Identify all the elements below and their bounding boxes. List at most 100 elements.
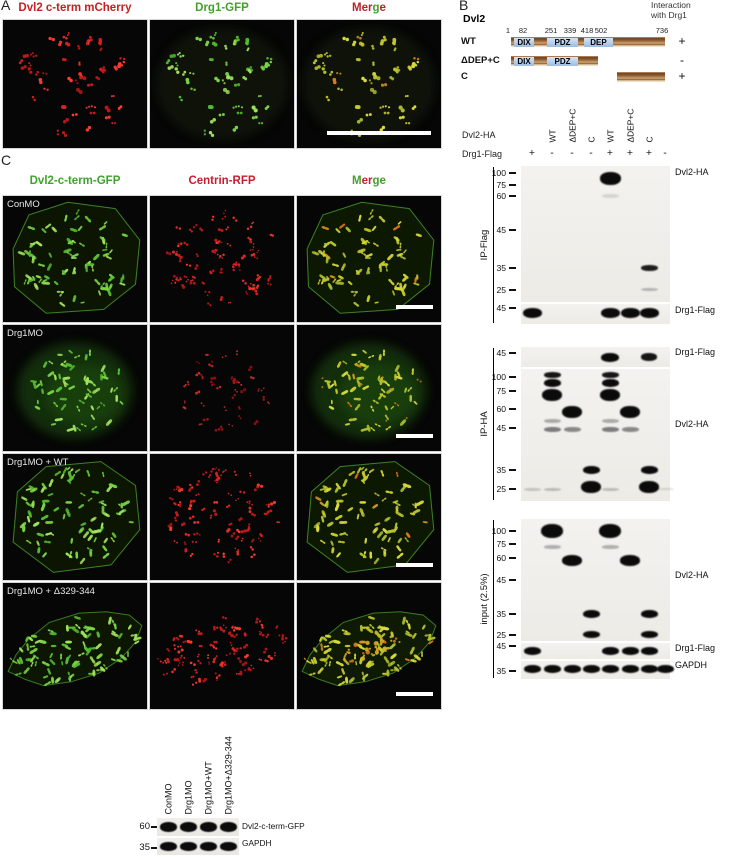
marker-label: 75	[496, 180, 506, 190]
band	[523, 665, 541, 673]
bottom-lane-label: Drg1MO+Δ329-344	[223, 735, 234, 814]
band	[656, 487, 674, 491]
marker-tick	[509, 390, 516, 392]
col-header: Centrin-RFP	[188, 175, 256, 187]
lane-label-rotated: ΔDEP+C	[625, 108, 636, 142]
band	[581, 481, 601, 493]
col-header-letter: e	[361, 2, 369, 14]
lane-label-rotated: C	[586, 135, 597, 142]
marker-tick	[509, 289, 516, 291]
marker-tick	[509, 530, 516, 532]
band	[656, 665, 674, 673]
band	[601, 194, 619, 198]
micrograph-image	[182, 350, 270, 432]
marker-label: 35	[496, 666, 506, 676]
marker-label: 60	[496, 553, 506, 563]
band	[543, 487, 561, 491]
micrograph-c-row4-red	[149, 582, 295, 710]
band	[543, 379, 561, 387]
band	[640, 610, 658, 618]
col-header: Merge	[297, 2, 441, 14]
band	[601, 352, 619, 362]
micrograph-c-row4-green: Drg1MO + Δ329-344	[2, 582, 148, 710]
blot-panel	[521, 166, 670, 302]
marker-label: 25	[496, 285, 506, 295]
marker-label: 45	[496, 575, 506, 585]
band	[543, 372, 561, 378]
marker-label: 75	[496, 539, 506, 549]
band	[582, 665, 600, 673]
marker-label: 100	[491, 372, 506, 382]
micrograph-c-row2-merge	[296, 324, 442, 452]
col-header: Dvl2-c-term-GFP	[29, 175, 121, 187]
aa-number: 502	[594, 26, 608, 35]
marker-tick	[509, 645, 516, 647]
micrograph-row-label: Drg1MO + Δ329-344	[7, 586, 95, 597]
micrograph-image	[18, 31, 126, 137]
col-header-letter: r	[368, 2, 373, 14]
band	[219, 841, 237, 851]
aa-number: 339	[563, 26, 577, 35]
micrograph-c-row2-green: Drg1MO	[2, 324, 148, 452]
blot-right-label: Dvl2-HA	[675, 419, 709, 429]
col-header: Drg1-GFP	[195, 2, 249, 14]
col-header: Dvl2 c-term mCherry	[18, 2, 132, 14]
scale-bar	[396, 692, 433, 696]
marker-label: 35	[496, 263, 506, 273]
aa-number: 736	[655, 26, 669, 35]
bottom-lane-label: Drg1MO+WT	[203, 760, 214, 814]
lane-symbol: +	[528, 147, 536, 159]
micrograph-image	[17, 342, 133, 439]
marker-tick	[509, 229, 516, 231]
blot-panel	[157, 838, 239, 855]
band	[639, 308, 659, 318]
lane-symbol: -	[589, 147, 593, 159]
marker-label: 60	[139, 821, 150, 832]
marker-tick	[509, 408, 516, 410]
micrograph-c-row3-green: Drg1MO + WT	[2, 453, 148, 581]
lane-label-rotated: WT	[605, 128, 616, 142]
col-header-letter: g	[372, 2, 380, 14]
band	[621, 426, 639, 432]
section-label: IP-Flag	[479, 229, 490, 261]
micrograph-image	[7, 611, 143, 687]
marker-tick	[509, 267, 516, 269]
marker-label: 45	[496, 641, 506, 651]
micrograph-c-row1-merge	[296, 195, 442, 323]
blot-right-label: Drg1-Flag	[675, 643, 716, 653]
col-header-letter: M	[352, 175, 362, 187]
band	[582, 466, 600, 474]
band	[601, 426, 619, 432]
band	[601, 487, 619, 491]
marker-tick	[509, 184, 516, 186]
lane-symbol: +	[645, 147, 653, 159]
aa-number: 251	[544, 26, 558, 35]
band	[199, 841, 217, 851]
band	[640, 630, 658, 638]
marker-label: 60	[496, 404, 506, 414]
marker-label: 60	[496, 191, 506, 201]
band	[159, 822, 177, 832]
band	[620, 406, 640, 418]
marker-label: 45	[496, 348, 506, 358]
micrograph-row-label: Drg1MO + WT	[7, 457, 69, 468]
band	[599, 524, 621, 538]
band	[641, 353, 657, 361]
band	[523, 647, 541, 655]
aa-number: 1	[505, 26, 511, 35]
blot-right-label: Drg1-Flag	[675, 305, 716, 315]
band	[563, 665, 581, 673]
scale-bar	[327, 131, 431, 135]
col-header-letter: M	[352, 2, 362, 14]
lane-symbol: +	[606, 147, 614, 159]
section-bracket	[493, 520, 495, 678]
lane-symbol: -	[550, 147, 554, 159]
bottom-lane-label: ConMO	[163, 782, 174, 814]
marker-tick	[509, 579, 516, 581]
lane-label-rotated: WT	[547, 128, 558, 142]
blot-right-label: GAPDH	[675, 660, 708, 670]
blot-panel	[521, 347, 670, 367]
interaction-value: +	[678, 34, 686, 48]
band	[601, 647, 619, 655]
